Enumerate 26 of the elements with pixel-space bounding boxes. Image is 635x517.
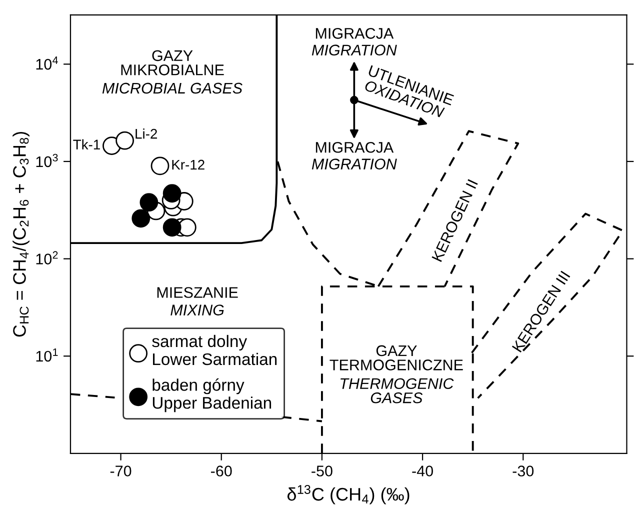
- annotation: Kr-12: [172, 160, 204, 170]
- annotation: MICROBIAL GASES: [102, 82, 242, 94]
- annotation: MIGRACJA: [316, 142, 394, 153]
- x-tick-label: -60: [211, 466, 232, 476]
- y-tick-label: 10$^{4}$: [36, 56, 58, 70]
- annotation: GAZY MIKROBIALNE: [121, 50, 224, 76]
- x-tick-label: -50: [312, 466, 332, 476]
- x-axis-title: δ$^{13}$C (CH$_{4}$) (‰): [287, 485, 410, 504]
- legend-label: baden górny Upper Badenian: [152, 378, 272, 412]
- annotation: MIGRACJA: [316, 28, 394, 39]
- x-tick-label: -70: [110, 466, 132, 476]
- annotation: GAZY TERMOGENICZNE: [330, 345, 463, 370]
- x-tick-label: -40: [412, 466, 433, 476]
- annotation: Li-2: [136, 128, 157, 139]
- annotation: MIESZANIE: [157, 287, 238, 298]
- legend-label: sarmat dolny Lower Sarmatian: [152, 334, 277, 366]
- text: C$_{HC}$ = CH$_{4}$/(C$_{2}$H$_{6}$ + C$_{3}$H$_{8}$): [12, 132, 30, 337]
- annotation: Tk-1: [73, 139, 100, 150]
- y-tick-label: 10$^{1}$: [36, 348, 58, 362]
- x-tick-label: -30: [512, 466, 534, 476]
- y-tick-label: 10$^{2}$: [36, 251, 58, 264]
- annotation: MIGRATION: [312, 158, 397, 170]
- y-tick-label: 10$^{3}$: [36, 154, 58, 168]
- annotation: THERMOGENIC GASES: [340, 378, 454, 404]
- annotation: MIXING: [170, 304, 224, 316]
- annotation: MIGRATION: [312, 44, 397, 56]
